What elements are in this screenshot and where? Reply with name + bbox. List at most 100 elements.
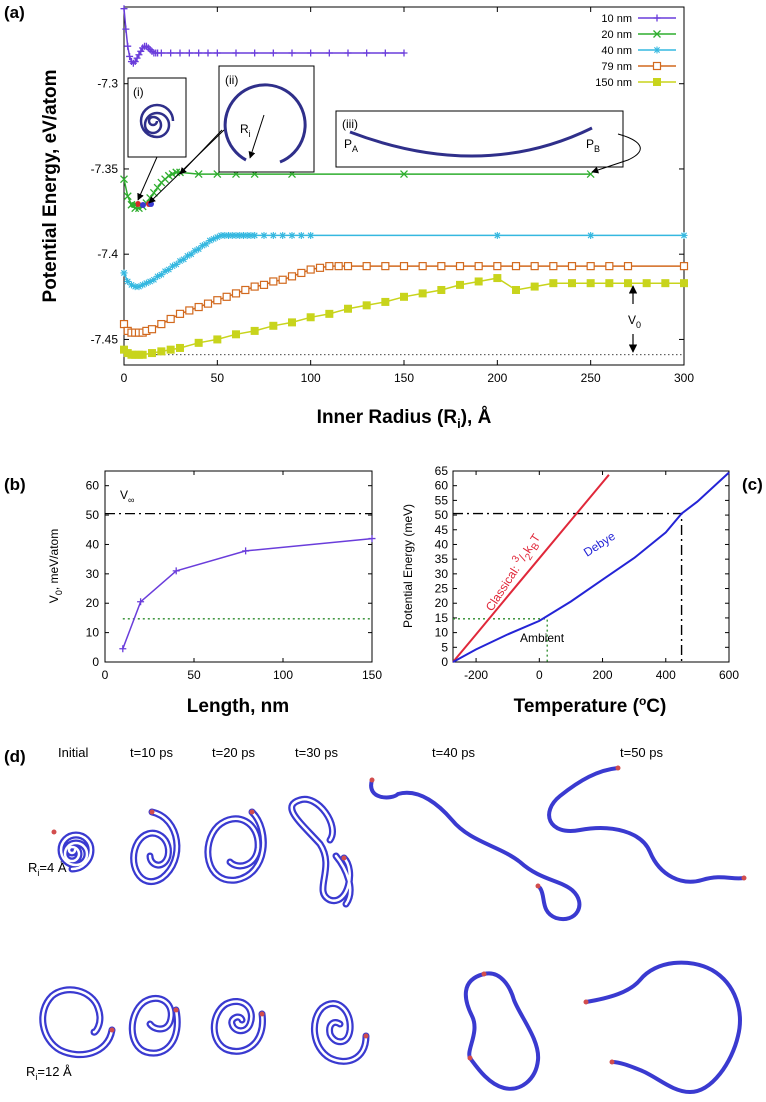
series-line bbox=[452, 474, 610, 663]
data-point bbox=[343, 262, 353, 271]
x-tick-label: 100 bbox=[301, 371, 321, 385]
x-tick-label: 400 bbox=[656, 668, 676, 682]
data-point bbox=[157, 319, 166, 329]
data-point bbox=[232, 231, 240, 239]
data-point bbox=[210, 235, 218, 243]
y-tick-label: -7.3 bbox=[97, 77, 118, 91]
data-point bbox=[624, 279, 632, 288]
y-tick-label: 15 bbox=[435, 611, 449, 625]
chart-b: 0 50 100 150 0 10 20 30 40 50 60 V0, meV/atom Leng… bbox=[47, 470, 382, 717]
time-30ps: t=30 ps bbox=[295, 745, 339, 760]
data-point bbox=[530, 282, 539, 291]
row-label-12: Ri=12 Å bbox=[26, 1064, 72, 1082]
data-point bbox=[679, 262, 689, 271]
inset-ii-text: Ri bbox=[240, 122, 251, 139]
data-point bbox=[269, 321, 278, 330]
data-point bbox=[185, 49, 193, 57]
panel-d-label: (d) bbox=[4, 747, 26, 766]
chart-c-series bbox=[452, 471, 730, 663]
data-point bbox=[297, 231, 305, 239]
data-point bbox=[124, 277, 132, 285]
spiral-icon bbox=[139, 103, 175, 139]
chart-b-ticks: 0 50 100 150 0 10 20 30 40 50 60 bbox=[86, 471, 382, 682]
data-point bbox=[605, 262, 614, 271]
data-point bbox=[213, 296, 222, 305]
ambient-label: Ambient bbox=[520, 631, 565, 645]
data-point bbox=[161, 267, 169, 275]
data-point bbox=[381, 262, 390, 271]
legend-label: 79 nm bbox=[601, 61, 632, 73]
data-point bbox=[157, 347, 166, 356]
legend-marker bbox=[653, 78, 661, 86]
data-point bbox=[217, 231, 225, 239]
snapshot-r4-50ps bbox=[547, 765, 747, 884]
data-point bbox=[119, 319, 129, 329]
snapshot-r4-10ps bbox=[130, 808, 181, 886]
data-point bbox=[306, 313, 315, 322]
data-point bbox=[120, 5, 128, 13]
data-point bbox=[204, 49, 212, 57]
y-tick-label: 25 bbox=[435, 582, 449, 596]
x-tick-label: 150 bbox=[394, 371, 414, 385]
data-point bbox=[221, 231, 229, 239]
chart-a-ticks: 0 50 100 150 200 250 300 -7.3 -7.35 -7.4 -7.45 bbox=[91, 7, 694, 385]
data-point bbox=[231, 289, 241, 298]
inset-ii-label: (ii) bbox=[225, 73, 238, 87]
chart-c-xlabel: Temperature (oC) bbox=[514, 694, 667, 717]
x-tick-label: 50 bbox=[187, 668, 201, 682]
data-point bbox=[146, 193, 155, 202]
data-point bbox=[148, 349, 156, 358]
inset-iii-label: (iii) bbox=[342, 117, 358, 131]
data-point bbox=[165, 266, 173, 274]
data-point bbox=[194, 170, 203, 179]
time-40ps: t=40 ps bbox=[432, 745, 476, 760]
data-point bbox=[172, 260, 180, 268]
data-point bbox=[511, 262, 521, 271]
inset-i-label: (i) bbox=[133, 85, 144, 99]
data-point bbox=[381, 49, 389, 57]
data-point bbox=[187, 250, 195, 258]
inset-iii-right: PB bbox=[586, 137, 600, 154]
data-point bbox=[493, 262, 502, 271]
y-tick-label: 0 bbox=[92, 655, 99, 669]
data-point bbox=[269, 49, 277, 57]
x-tick-label: 200 bbox=[487, 371, 507, 385]
data-point bbox=[176, 343, 184, 352]
data-point bbox=[269, 231, 277, 239]
data-point bbox=[250, 282, 259, 291]
data-point bbox=[530, 262, 539, 271]
data-point bbox=[278, 275, 287, 284]
data-point bbox=[191, 247, 199, 255]
data-point bbox=[587, 231, 595, 239]
data-point bbox=[120, 269, 128, 277]
data-point bbox=[315, 263, 325, 272]
ambient-ref-line bbox=[453, 618, 548, 662]
y-tick-label: 40 bbox=[86, 537, 100, 551]
data-point bbox=[306, 265, 315, 274]
data-point bbox=[213, 233, 221, 241]
data-point bbox=[153, 183, 162, 192]
minimum-marker bbox=[140, 202, 146, 208]
chart-b-frame bbox=[104, 470, 373, 663]
data-point bbox=[259, 280, 269, 289]
snapshot-headers: Initial t=10 ps t=20 ps t=30 ps t=40 ps … bbox=[58, 745, 664, 760]
debye-label: Debye bbox=[581, 529, 618, 560]
series-line bbox=[123, 8, 404, 65]
y-tick-label: -7.35 bbox=[91, 162, 119, 176]
y-tick-label: 20 bbox=[435, 596, 449, 610]
snapshot-r12-20ps bbox=[210, 998, 266, 1055]
data-point bbox=[195, 245, 203, 253]
data-point bbox=[176, 257, 184, 265]
v0-label: V0 bbox=[628, 313, 641, 330]
data-point bbox=[147, 325, 157, 334]
inset-ii-pointer-b bbox=[179, 129, 223, 175]
classical-label: Classical: 3/2kBT bbox=[480, 529, 547, 616]
chart-c-ylabel: Potential Energy (meV) bbox=[401, 504, 415, 628]
minimum-marker bbox=[148, 201, 154, 207]
data-point bbox=[202, 240, 210, 248]
legend-marker bbox=[652, 61, 662, 71]
data-point bbox=[120, 175, 128, 184]
data-point bbox=[139, 281, 147, 289]
data-point bbox=[400, 292, 408, 301]
